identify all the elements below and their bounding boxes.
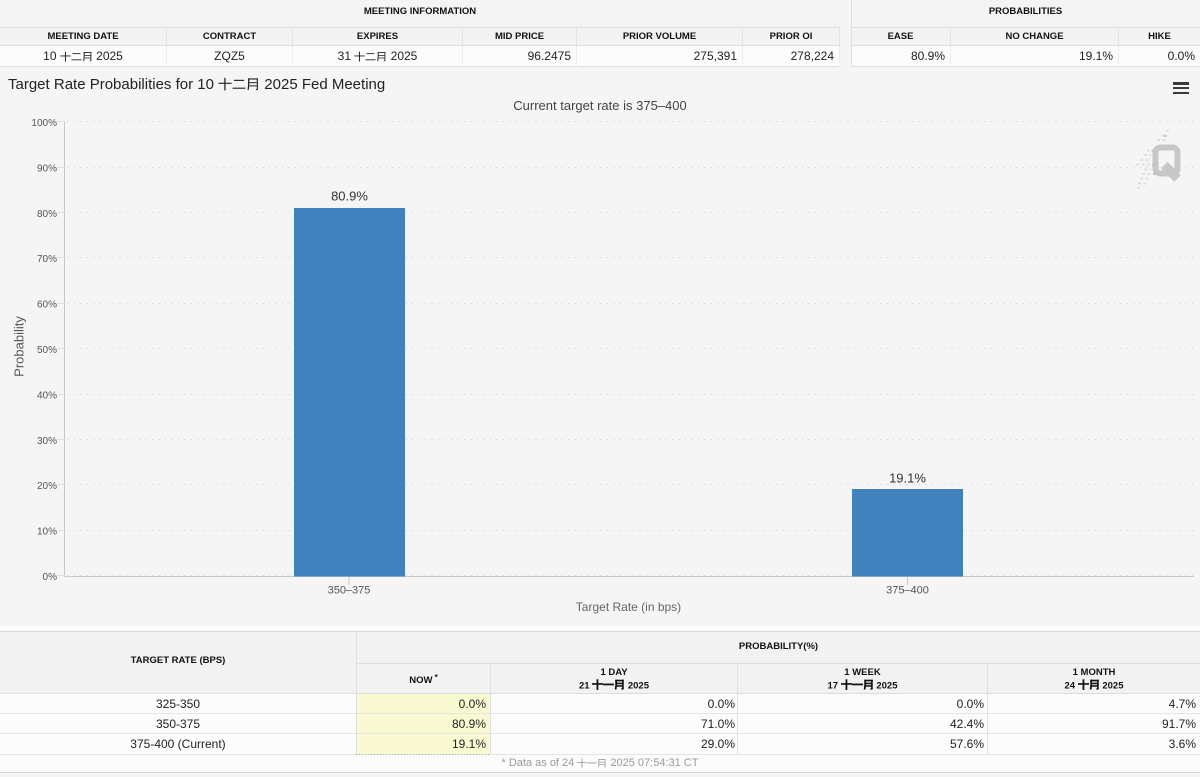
svg-text:0%: 0% [43, 572, 58, 583]
svg-text:80.9%: 80.9% [331, 189, 368, 204]
svg-text:60%: 60% [37, 300, 57, 311]
svg-text:10%: 10% [37, 527, 57, 538]
svg-text:375–400: 375–400 [886, 585, 929, 597]
svg-text:80%: 80% [37, 209, 57, 220]
svg-text:40%: 40% [37, 390, 57, 401]
svg-text:90%: 90% [37, 163, 57, 174]
svg-text:19.1%: 19.1% [889, 471, 926, 486]
svg-text:Target Rate (in bps): Target Rate (in bps) [576, 600, 681, 614]
svg-text:350–375: 350–375 [328, 585, 371, 597]
svg-text:20%: 20% [37, 481, 57, 492]
svg-text:70%: 70% [37, 254, 57, 265]
svg-text:Probability: Probability [12, 316, 27, 377]
svg-text:100%: 100% [31, 118, 57, 129]
svg-text:50%: 50% [37, 345, 57, 356]
svg-text:30%: 30% [37, 436, 57, 447]
